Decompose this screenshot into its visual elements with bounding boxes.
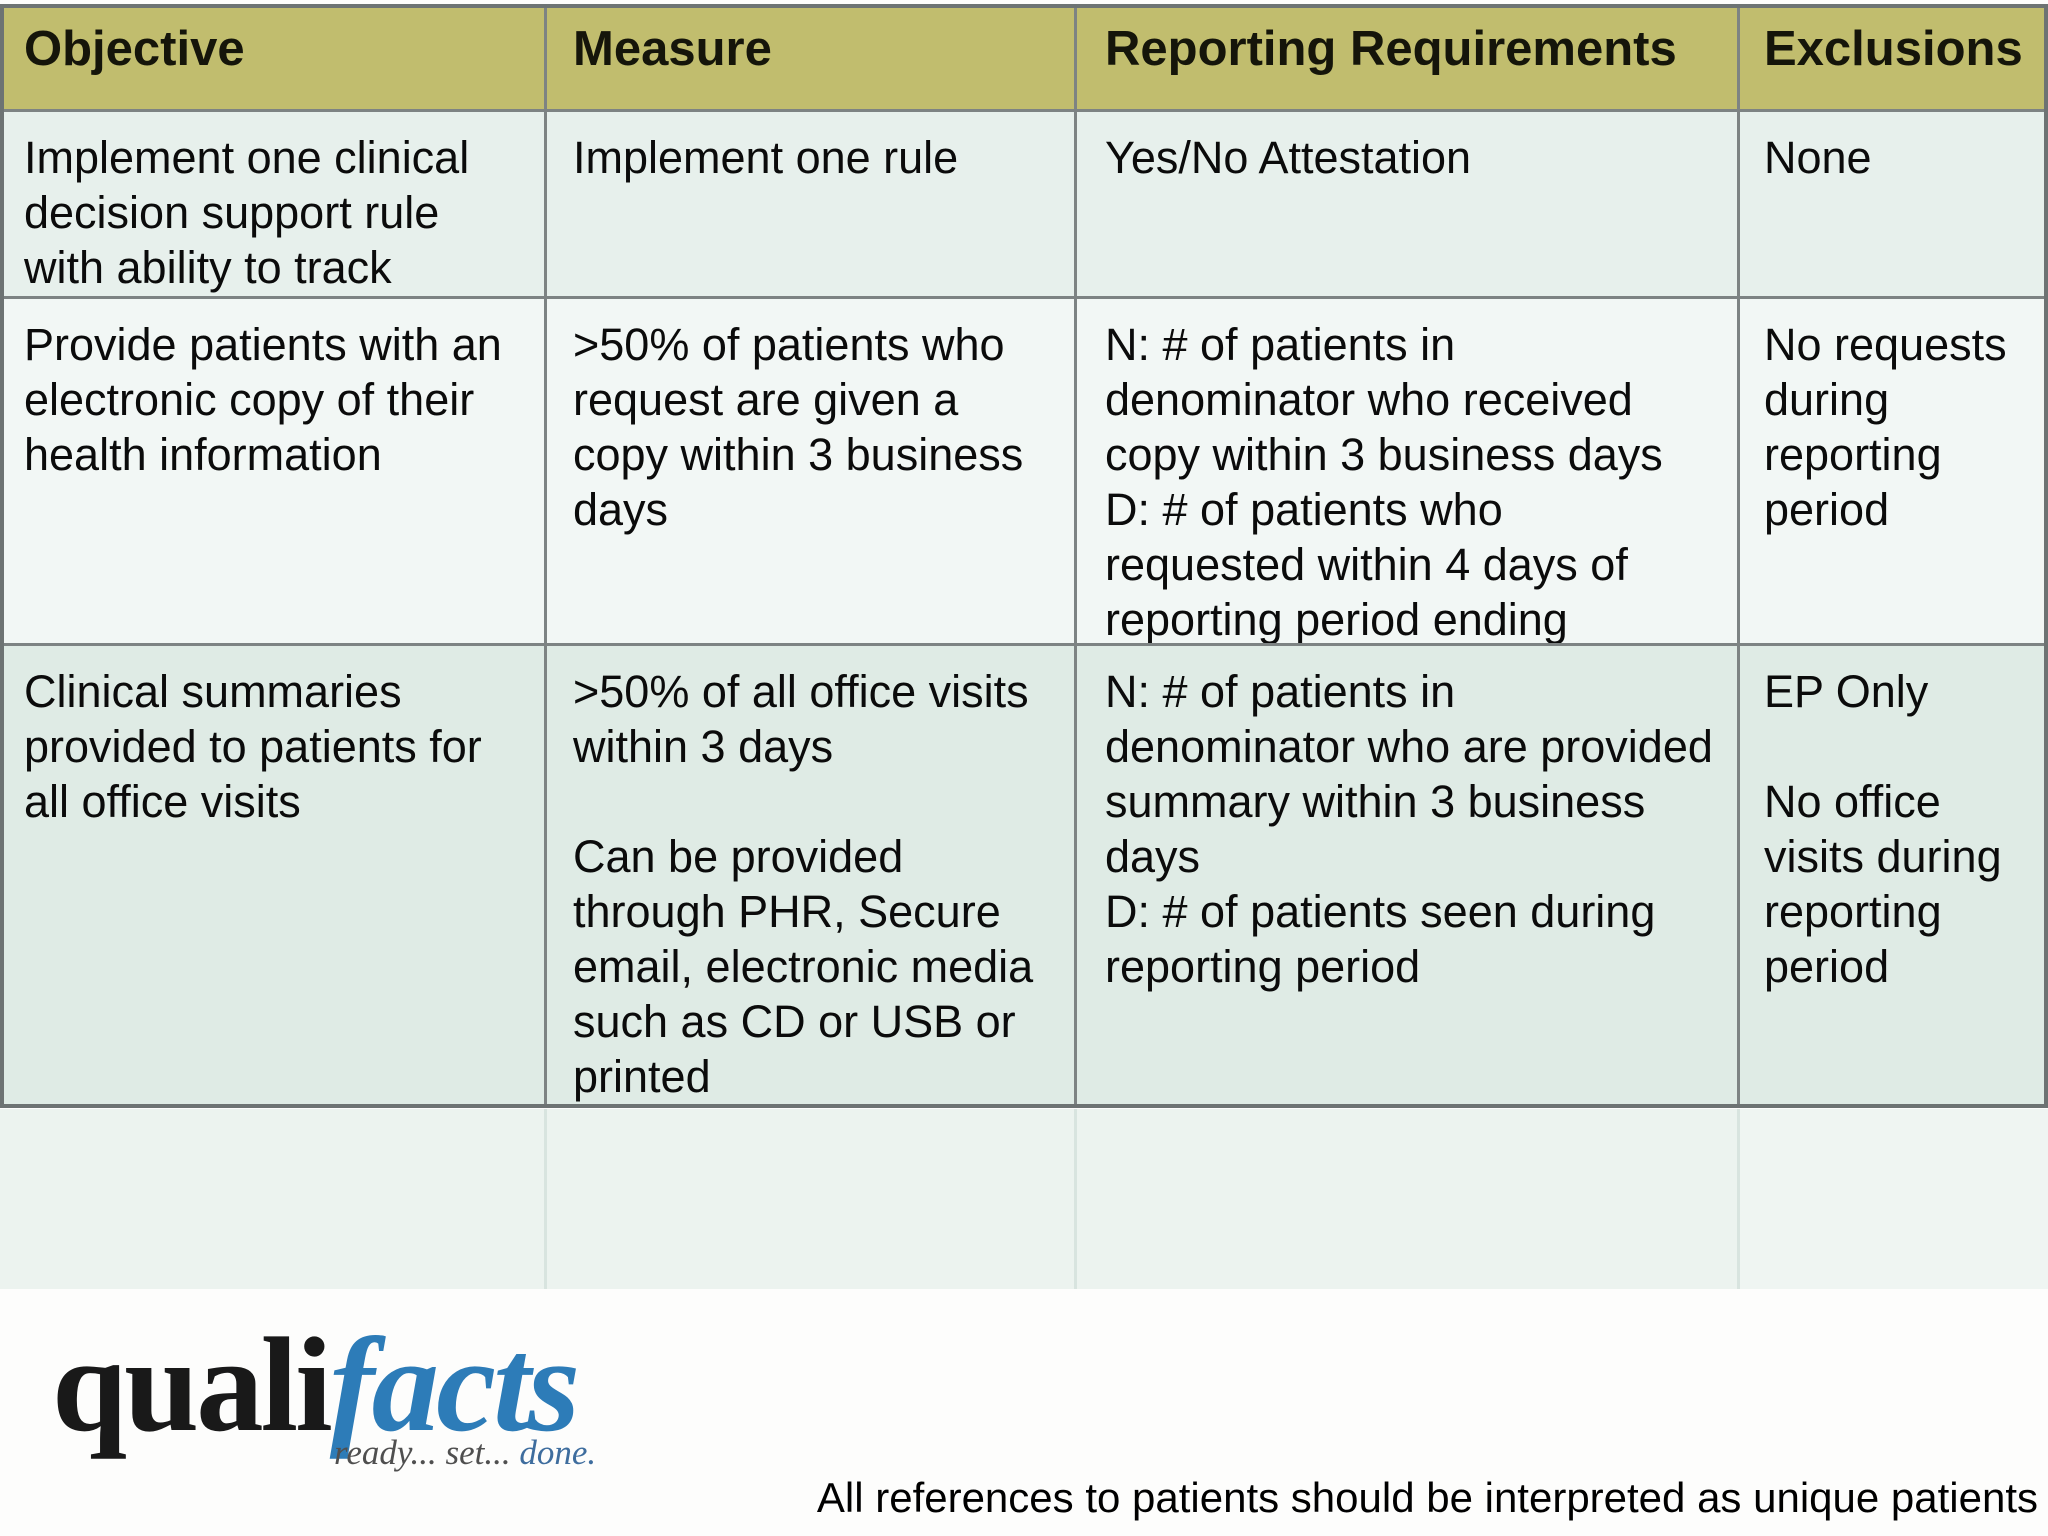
column-header-measure: Measure — [547, 8, 1077, 112]
tagline-done: done. — [510, 1433, 597, 1472]
logo-tagline: ready... set... done. — [334, 1433, 596, 1473]
empty-cell — [1077, 1109, 1740, 1289]
cell-reporting-row3: N: # of patients in denominator who are … — [1077, 646, 1740, 1104]
footer-note: All references to patients should be int… — [816, 1474, 2038, 1521]
qualifacts-wordmark: qualifacts — [52, 1318, 596, 1453]
empty-cell — [1740, 1109, 2048, 1289]
meaningful-use-table: Objective Measure Reporting Requirements… — [0, 4, 2048, 1108]
cell-objective-row2: Provide patients with an electronic copy… — [4, 299, 547, 646]
cell-reporting-row1: Yes/No Attestation — [1077, 112, 1740, 299]
cell-exclusions-row3: EP Only No office visits during reportin… — [1740, 646, 2044, 1104]
column-header-objective: Objective — [4, 8, 547, 112]
cell-exclusions-row2: No requests during reporting period — [1740, 299, 2044, 646]
cell-objective-row1: Implement one clinical decision support … — [4, 112, 547, 299]
tagline-ready-set: ready... set... — [334, 1433, 511, 1472]
cell-measure-row3: >50% of all office visits within 3 days … — [547, 646, 1077, 1104]
empty-table-row — [0, 1109, 2048, 1289]
empty-cell — [0, 1109, 547, 1289]
empty-cell — [547, 1109, 1077, 1289]
cell-measure-row1: Implement one rule — [547, 112, 1077, 299]
column-header-exclusions: Exclusions — [1740, 8, 2044, 112]
cell-exclusions-row1: None — [1740, 112, 2044, 299]
cell-measure-row2: >50% of patients who request are given a… — [547, 299, 1077, 646]
column-header-reporting-requirements: Reporting Requirements — [1077, 8, 1740, 112]
qualifacts-logo: qualifacts ready... set... done. — [52, 1318, 596, 1473]
logo-text-facts: facts — [329, 1311, 580, 1460]
logo-text-quali: quali — [52, 1311, 333, 1460]
cell-reporting-row2: N: # of patients in denominator who rece… — [1077, 299, 1740, 646]
cell-objective-row3: Clinical summaries provided to patients … — [4, 646, 547, 1104]
